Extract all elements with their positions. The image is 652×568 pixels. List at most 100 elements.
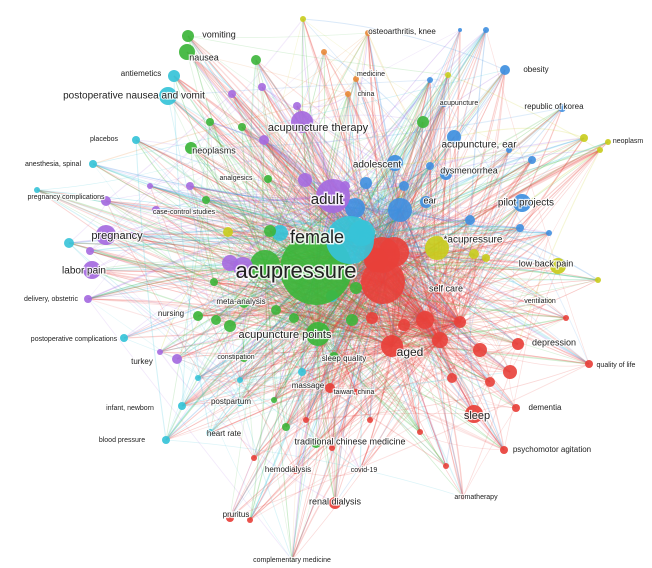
- network-node: [272, 225, 288, 241]
- keyword-label: pregnancy complications: [27, 194, 105, 201]
- keyword-node: [512, 338, 524, 350]
- keyword-node: [460, 494, 466, 500]
- network-node: [427, 77, 433, 83]
- keyword-label: osteoarthritis, knee: [368, 27, 436, 36]
- network-node: [264, 225, 276, 237]
- network-node: [447, 373, 457, 383]
- network-node: [506, 147, 512, 153]
- network-node: [259, 135, 269, 145]
- keyword-label: psychomotor agitation: [513, 445, 591, 454]
- keyword-node: [447, 130, 461, 144]
- network-node: [238, 123, 246, 131]
- keyword-label: case-control studies: [153, 209, 216, 216]
- keyword-node: [264, 175, 272, 183]
- keyword-node: [441, 101, 447, 107]
- network-node: [210, 278, 218, 286]
- keyword-label: neoplasms: [192, 145, 236, 155]
- network-node: [482, 254, 490, 262]
- network-node: [300, 16, 306, 22]
- keyword-label: adolescent: [353, 160, 402, 171]
- keyword-label: ventilation: [524, 298, 556, 305]
- keyword-node: [440, 168, 452, 180]
- network-node: [271, 397, 277, 403]
- keyword-node: [329, 497, 341, 509]
- keyword-node: [179, 44, 195, 60]
- keyword-node: [420, 196, 432, 208]
- keyword-node: [84, 295, 92, 303]
- network-node: [321, 49, 327, 55]
- keyword-label: acupuncture points: [239, 329, 332, 341]
- network-node: [563, 315, 569, 321]
- keyword-label: medicine: [357, 71, 385, 78]
- network-node: [251, 55, 261, 65]
- keyword-label: acupressure: [235, 258, 356, 283]
- keyword-node: [172, 354, 182, 364]
- network-node: [388, 198, 412, 222]
- network-node: [228, 90, 236, 98]
- keyword-label: adult: [311, 191, 344, 208]
- network-node: [271, 305, 281, 315]
- keyword-node: [290, 558, 294, 562]
- keyword-node: [240, 354, 248, 362]
- network-node: [398, 319, 410, 331]
- network-node: [465, 215, 475, 225]
- network-node: [426, 162, 434, 170]
- keyword-node: [465, 405, 483, 423]
- keyword-label: turkey: [131, 357, 153, 366]
- network-node: [186, 182, 194, 190]
- keyword-label: acupuncture, ear: [441, 140, 517, 151]
- network-node: [251, 455, 257, 461]
- keyword-label: meta-analysis: [216, 297, 265, 306]
- network-node: [483, 27, 489, 33]
- network-node: [247, 517, 253, 523]
- keyword-node: [547, 298, 553, 304]
- keyword-label: renal dialysis: [309, 496, 362, 506]
- keyword-node: [329, 352, 339, 362]
- keyword-label: quality of life: [597, 362, 636, 369]
- network-node: [366, 312, 378, 324]
- keyword-label: analgesics: [219, 175, 253, 182]
- keyword-node: [345, 91, 351, 97]
- network-node: [223, 227, 233, 237]
- network-node: [298, 173, 312, 187]
- network-node: [233, 257, 253, 277]
- keyword-label: placebos: [90, 136, 119, 143]
- keyword-node: [168, 70, 180, 82]
- network-node: [350, 282, 362, 294]
- keyword-label: *acupressure: [444, 235, 503, 246]
- keyword-node: [132, 136, 140, 144]
- network-node: [473, 343, 487, 357]
- keyword-node: [381, 335, 403, 357]
- keyword-label: dysmenorrhea: [440, 165, 498, 175]
- network-node: [580, 134, 588, 142]
- keyword-label: acupuncture: [440, 100, 479, 107]
- keyword-node: [291, 111, 313, 133]
- keyword-label: postoperative nausea and vomit: [63, 91, 205, 102]
- network-node: [417, 116, 429, 128]
- keyword-label: ear: [423, 195, 436, 205]
- keyword-node: [325, 383, 335, 393]
- network-node: [595, 277, 601, 283]
- keyword-node: [357, 467, 363, 473]
- keyword-node: [162, 436, 170, 444]
- network-node: [528, 156, 536, 164]
- network-node: [298, 368, 306, 376]
- network-node: [289, 313, 299, 323]
- keyword-label: female: [290, 227, 344, 247]
- keyword-label: labor pain: [62, 266, 106, 277]
- keyword-label: anesthesia, spinal: [25, 161, 81, 168]
- keyword-node: [152, 206, 160, 214]
- keyword-label: traditional chinese medicine: [294, 436, 405, 446]
- network-node: [258, 83, 266, 91]
- keyword-label: antiemetics: [121, 69, 161, 78]
- network-node: [206, 118, 214, 126]
- network-node: [432, 332, 448, 348]
- keyword-label: dementia: [529, 403, 562, 412]
- network-node: [364, 248, 388, 272]
- network-node: [416, 311, 434, 329]
- network-node: [516, 224, 524, 232]
- network-node: [282, 423, 290, 431]
- keyword-label: aromatherapy: [454, 494, 498, 501]
- keyword-label: self care: [429, 283, 463, 293]
- keyword-label: aged: [397, 345, 424, 359]
